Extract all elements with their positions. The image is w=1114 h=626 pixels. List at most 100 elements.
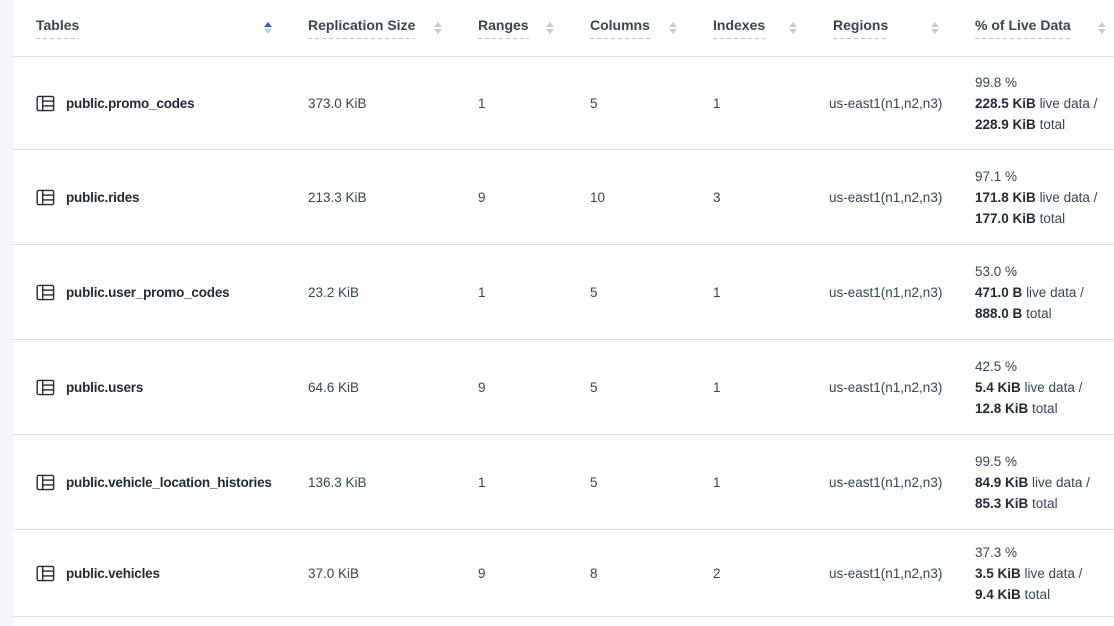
columns-cell: 5 [590,95,598,111]
table-name-cell[interactable]: public.vehicles [13,530,291,616]
sort-ascending-icon [669,22,677,27]
table-row[interactable]: public.users 64.6 KiB 9 5 1 us-east1(n1,… [13,340,1114,435]
live-data-size: 228.5 KiB [975,95,1036,111]
table-name-cell[interactable]: public.rides [13,150,291,244]
live-data-size: 3.5 KiB [975,565,1021,581]
columns-cell: 10 [590,189,606,205]
live-data-cell: 37.3 % 3.5 KiB live data / 9.4 KiB total [958,530,1114,616]
column-header-label: Indexes [713,17,766,39]
live-data-size: 471.0 B [975,284,1023,300]
total-suffix: total [1032,400,1058,416]
column-header-columns[interactable]: Columns [573,0,696,56]
live-data-cell: 97.1 % 171.8 KiB live data / 177.0 KiB t… [958,150,1114,244]
sort-descending-icon [434,29,442,34]
regions-cell: us-east1(n1,n2,n3) [829,474,943,490]
sort-descending-icon [789,29,797,34]
sort-descending-icon [1098,29,1106,34]
replication-size-cell: 213.3 KiB [308,189,367,205]
table-name-link[interactable]: public.user_promo_codes [66,284,230,300]
total-size: 177.0 KiB [975,210,1036,226]
replication-size-cell: 136.3 KiB [308,474,367,490]
sort-ascending-icon [264,22,272,27]
columns-cell: 8 [590,565,598,581]
column-header-name[interactable]: Tables [13,0,291,56]
table-name-link[interactable]: public.promo_codes [66,95,195,111]
table-row[interactable]: public.vehicle_location_histories 136.3 … [13,435,1114,530]
total-suffix: total [1024,586,1051,602]
live-data-cell: 53.0 % 471.0 B live data / 888.0 B total [958,245,1114,339]
total-suffix: total [1039,116,1066,132]
columns-cell: 5 [590,284,598,300]
total-size: 12.8 KiB [975,400,1029,416]
table-row[interactable]: public.rides 213.3 KiB 9 10 3 us-east1(n… [13,150,1114,245]
sort-ascending-icon [546,22,554,27]
total-size: 85.3 KiB [975,495,1029,511]
columns-cell: 5 [590,379,598,395]
total-suffix: total [1026,305,1052,321]
indexes-cell: 2 [713,565,721,581]
live-data-suffix: live data / [1026,284,1084,300]
sort-icons[interactable] [789,22,797,34]
table-name-cell[interactable]: public.user_promo_codes [13,245,291,339]
live-data-percent: 37.3 % [975,544,1018,560]
live-data-suffix: live data / [1024,379,1083,395]
ranges-cell: 9 [478,379,486,395]
ranges-cell: 1 [478,95,486,111]
ranges-cell: 9 [478,189,486,205]
column-header-replication_size[interactable]: Replication Size [291,0,461,56]
ranges-cell: 1 [478,474,486,490]
sort-icons[interactable] [546,22,554,34]
table-row[interactable]: public.vehicles 37.0 KiB 9 8 2 us-east1(… [13,530,1114,617]
live-data-cell: 42.5 % 5.4 KiB live data / 12.8 KiB tota… [958,340,1114,434]
sort-icons[interactable] [264,22,272,34]
table-name-cell[interactable]: public.promo_codes [13,57,291,149]
column-header-indexes[interactable]: Indexes [696,0,816,56]
live-data-percent: 53.0 % [975,263,1018,279]
table-icon [36,94,55,113]
sort-icons[interactable] [1098,22,1106,34]
sort-ascending-icon [1098,22,1106,27]
table-name-link[interactable]: public.vehicles [66,565,160,581]
sort-ascending-icon [434,22,442,27]
column-header-label: Ranges [478,17,529,39]
live-data-suffix: live data / [1039,189,1098,205]
live-data-percent: 97.1 % [975,168,1018,184]
column-header-label: Regions [833,17,889,39]
column-header-label: Replication Size [308,17,416,39]
sort-icons[interactable] [931,22,939,34]
live-data-suffix: live data / [1032,474,1090,490]
table-header-row: Tables Replication Size Ranges Columns I… [13,0,1114,57]
column-header-ranges[interactable]: Ranges [461,0,573,56]
indexes-cell: 1 [713,474,721,490]
table-name-link[interactable]: public.vehicle_location_histories [66,474,272,490]
live-data-size: 171.8 KiB [975,189,1036,205]
sort-ascending-icon [789,22,797,27]
regions-cell: us-east1(n1,n2,n3) [829,379,943,395]
sort-icons[interactable] [669,22,677,34]
columns-cell: 5 [590,474,598,490]
table-name-link[interactable]: public.users [66,379,144,395]
table-name-link[interactable]: public.rides [66,189,140,205]
live-data-suffix: live data / [1024,565,1083,581]
sort-ascending-icon [931,22,939,27]
table-row[interactable]: public.user_promo_codes 23.2 KiB 1 5 1 u… [13,245,1114,340]
column-header-label: Columns [590,17,650,39]
live-data-cell: 99.5 % 84.9 KiB live data / 85.3 KiB tot… [958,435,1114,529]
table-name-cell[interactable]: public.users [13,340,291,434]
column-header-live_data[interactable]: % of Live Data [958,0,1114,56]
replication-size-cell: 37.0 KiB [308,565,360,581]
sort-descending-icon [931,29,939,34]
indexes-cell: 1 [713,379,721,395]
live-data-percent: 99.8 % [975,74,1018,90]
indexes-cell: 3 [713,189,721,205]
tables-list-card: Tables Replication Size Ranges Columns I… [13,0,1114,626]
ranges-cell: 1 [478,284,486,300]
column-header-regions[interactable]: Regions [816,0,958,56]
total-size: 228.9 KiB [975,116,1036,132]
sort-icons[interactable] [434,22,442,34]
table-icon [36,188,55,207]
table-name-cell[interactable]: public.vehicle_location_histories [13,435,291,529]
live-data-cell: 99.8 % 228.5 KiB live data / 228.9 KiB t… [958,57,1114,149]
table-row[interactable]: public.promo_codes 373.0 KiB 1 5 1 us-ea… [13,57,1114,150]
column-header-label: % of Live Data [975,17,1071,39]
